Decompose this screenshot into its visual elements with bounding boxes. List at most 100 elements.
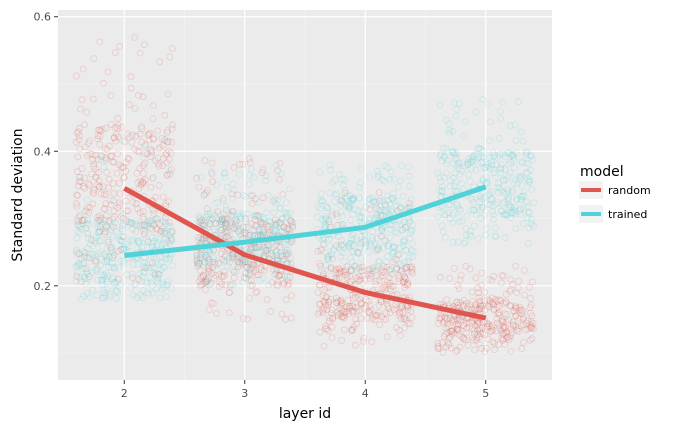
point-trained bbox=[394, 229, 401, 237]
point-trained bbox=[450, 149, 458, 157]
point-random bbox=[226, 289, 233, 297]
point-random bbox=[248, 281, 256, 289]
point-random bbox=[528, 312, 536, 320]
point-random bbox=[115, 275, 122, 283]
point-trained bbox=[239, 278, 247, 286]
point-random bbox=[248, 276, 256, 284]
point-trained bbox=[223, 183, 231, 191]
point-random bbox=[227, 211, 235, 219]
point-trained bbox=[272, 227, 280, 235]
point-random bbox=[488, 299, 496, 307]
point-trained bbox=[455, 164, 463, 172]
point-random bbox=[79, 183, 87, 190]
point-random bbox=[338, 197, 346, 205]
point-random bbox=[526, 336, 534, 344]
point-trained bbox=[281, 255, 289, 263]
point-trained bbox=[386, 268, 394, 276]
point-trained bbox=[283, 212, 291, 219]
point-trained bbox=[512, 136, 520, 144]
point-random bbox=[337, 310, 345, 317]
point-trained bbox=[94, 228, 102, 236]
point-trained bbox=[154, 239, 162, 247]
point-trained bbox=[393, 265, 401, 272]
point-trained bbox=[195, 218, 203, 225]
point-trained bbox=[141, 258, 148, 266]
point-trained bbox=[124, 243, 132, 251]
point-random bbox=[519, 314, 527, 321]
point-trained bbox=[206, 248, 214, 256]
point-trained bbox=[148, 233, 156, 241]
point-random bbox=[149, 174, 157, 182]
point-random bbox=[520, 338, 527, 346]
point-random bbox=[385, 305, 393, 312]
point-trained bbox=[472, 211, 480, 219]
point-random bbox=[120, 174, 127, 182]
point-trained bbox=[362, 203, 370, 211]
point-random bbox=[136, 130, 144, 138]
point-random bbox=[96, 223, 104, 231]
point-trained bbox=[75, 261, 82, 269]
point-random bbox=[228, 252, 236, 259]
point-random bbox=[372, 277, 380, 285]
point-trained bbox=[259, 214, 267, 222]
y-tick-label: 0.2 bbox=[34, 280, 52, 293]
point-trained bbox=[360, 245, 368, 252]
point-random bbox=[163, 172, 171, 179]
point-trained bbox=[479, 95, 487, 103]
point-random bbox=[75, 128, 82, 136]
point-random bbox=[219, 273, 227, 281]
point-random bbox=[164, 237, 172, 245]
point-random bbox=[86, 137, 94, 145]
point-random bbox=[136, 49, 144, 57]
point-random bbox=[100, 205, 108, 213]
point-random bbox=[498, 317, 506, 325]
point-trained bbox=[502, 190, 510, 198]
point-trained bbox=[159, 224, 167, 232]
point-random bbox=[497, 327, 505, 335]
point-trained bbox=[365, 216, 373, 224]
x-tick-label: 3 bbox=[241, 387, 248, 400]
point-random bbox=[479, 329, 487, 337]
point-trained bbox=[336, 171, 344, 179]
point-random bbox=[476, 333, 484, 341]
point-trained bbox=[391, 228, 399, 236]
point-random bbox=[217, 250, 225, 257]
point-random bbox=[402, 275, 410, 283]
point-trained bbox=[322, 212, 329, 220]
point-random bbox=[327, 295, 335, 303]
point-random bbox=[240, 273, 248, 281]
point-random bbox=[455, 331, 463, 339]
point-trained bbox=[109, 221, 116, 229]
point-random bbox=[90, 186, 98, 194]
point-random bbox=[138, 138, 146, 146]
point-trained bbox=[195, 259, 203, 267]
point-random bbox=[436, 273, 444, 281]
point-random bbox=[246, 266, 254, 274]
point-random bbox=[97, 214, 105, 222]
point-random bbox=[453, 346, 461, 354]
point-random bbox=[245, 294, 253, 302]
point-random bbox=[500, 272, 508, 280]
point-trained bbox=[123, 271, 131, 279]
point-trained bbox=[362, 240, 370, 247]
point-random bbox=[89, 156, 96, 164]
point-trained bbox=[353, 248, 361, 256]
point-random bbox=[406, 263, 414, 271]
point-trained bbox=[232, 267, 240, 275]
point-trained bbox=[168, 262, 176, 270]
point-random bbox=[90, 55, 98, 62]
point-trained bbox=[497, 160, 505, 168]
point-random bbox=[380, 315, 388, 323]
point-random bbox=[167, 165, 175, 173]
point-trained bbox=[485, 191, 493, 199]
point-trained bbox=[450, 99, 458, 107]
point-random bbox=[239, 257, 247, 265]
point-random bbox=[490, 272, 498, 280]
point-random bbox=[503, 328, 511, 336]
point-trained bbox=[359, 208, 367, 216]
point-random bbox=[343, 274, 351, 282]
point-trained bbox=[99, 276, 106, 284]
point-random bbox=[75, 214, 83, 221]
point-random bbox=[439, 348, 447, 356]
point-random bbox=[206, 220, 214, 228]
